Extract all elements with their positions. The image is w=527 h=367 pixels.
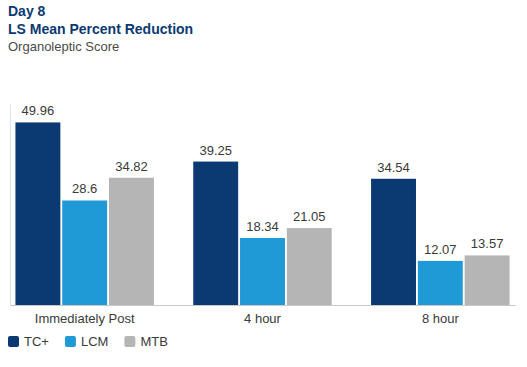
bar — [109, 178, 154, 305]
legend: TC+ LCM MTB — [8, 334, 168, 349]
data-label: 18.34 — [246, 219, 279, 234]
x-tick: 4 hour — [244, 305, 282, 326]
bar — [193, 162, 238, 305]
x-axis-line — [11, 305, 516, 306]
bar — [465, 255, 510, 305]
legend-label: TC+ — [24, 334, 49, 349]
bar — [62, 200, 107, 305]
data-label: 34.82 — [115, 159, 148, 174]
y-axis — [10, 105, 11, 306]
bar — [240, 238, 285, 305]
bar — [371, 179, 416, 305]
data-label: 13.57 — [471, 236, 504, 251]
legend-swatch — [65, 336, 76, 347]
title: Day 8 — [8, 3, 46, 19]
data-label: 49.96 — [22, 103, 55, 118]
data-labels: 49.96 39.25 34.54 28.6 18.34 12.07 34.82 21.05 1… — [22, 103, 504, 256]
legend-label: LCM — [81, 334, 108, 349]
x-tick-label: 4 hour — [244, 311, 282, 326]
data-label: 21.05 — [293, 209, 326, 224]
data-label: 34.54 — [377, 160, 410, 175]
x-tick-label: 8 hour — [422, 311, 460, 326]
legend-label: MTB — [140, 334, 167, 349]
x-axis: Immediately Post 4 hour 8 hour — [11, 305, 516, 326]
x-tick-label: Immediately Post — [35, 311, 135, 326]
bar — [287, 228, 332, 305]
bar — [418, 261, 463, 305]
chart: Day 8 LS Mean Percent Reduction Organolept… — [0, 0, 527, 367]
legend-swatch — [124, 336, 135, 347]
y-label: Organoleptic Score — [8, 39, 119, 54]
x-tick: Immediately Post — [35, 305, 135, 326]
bar — [15, 122, 60, 305]
data-label: 28.6 — [72, 181, 97, 196]
data-label: 39.25 — [199, 143, 232, 158]
legend-swatch — [8, 336, 19, 347]
y-axis-line — [10, 105, 11, 306]
x-tick: 8 hour — [422, 305, 460, 326]
data-label: 12.07 — [424, 242, 457, 257]
bars — [15, 122, 509, 305]
subtitle: LS Mean Percent Reduction — [8, 21, 193, 37]
